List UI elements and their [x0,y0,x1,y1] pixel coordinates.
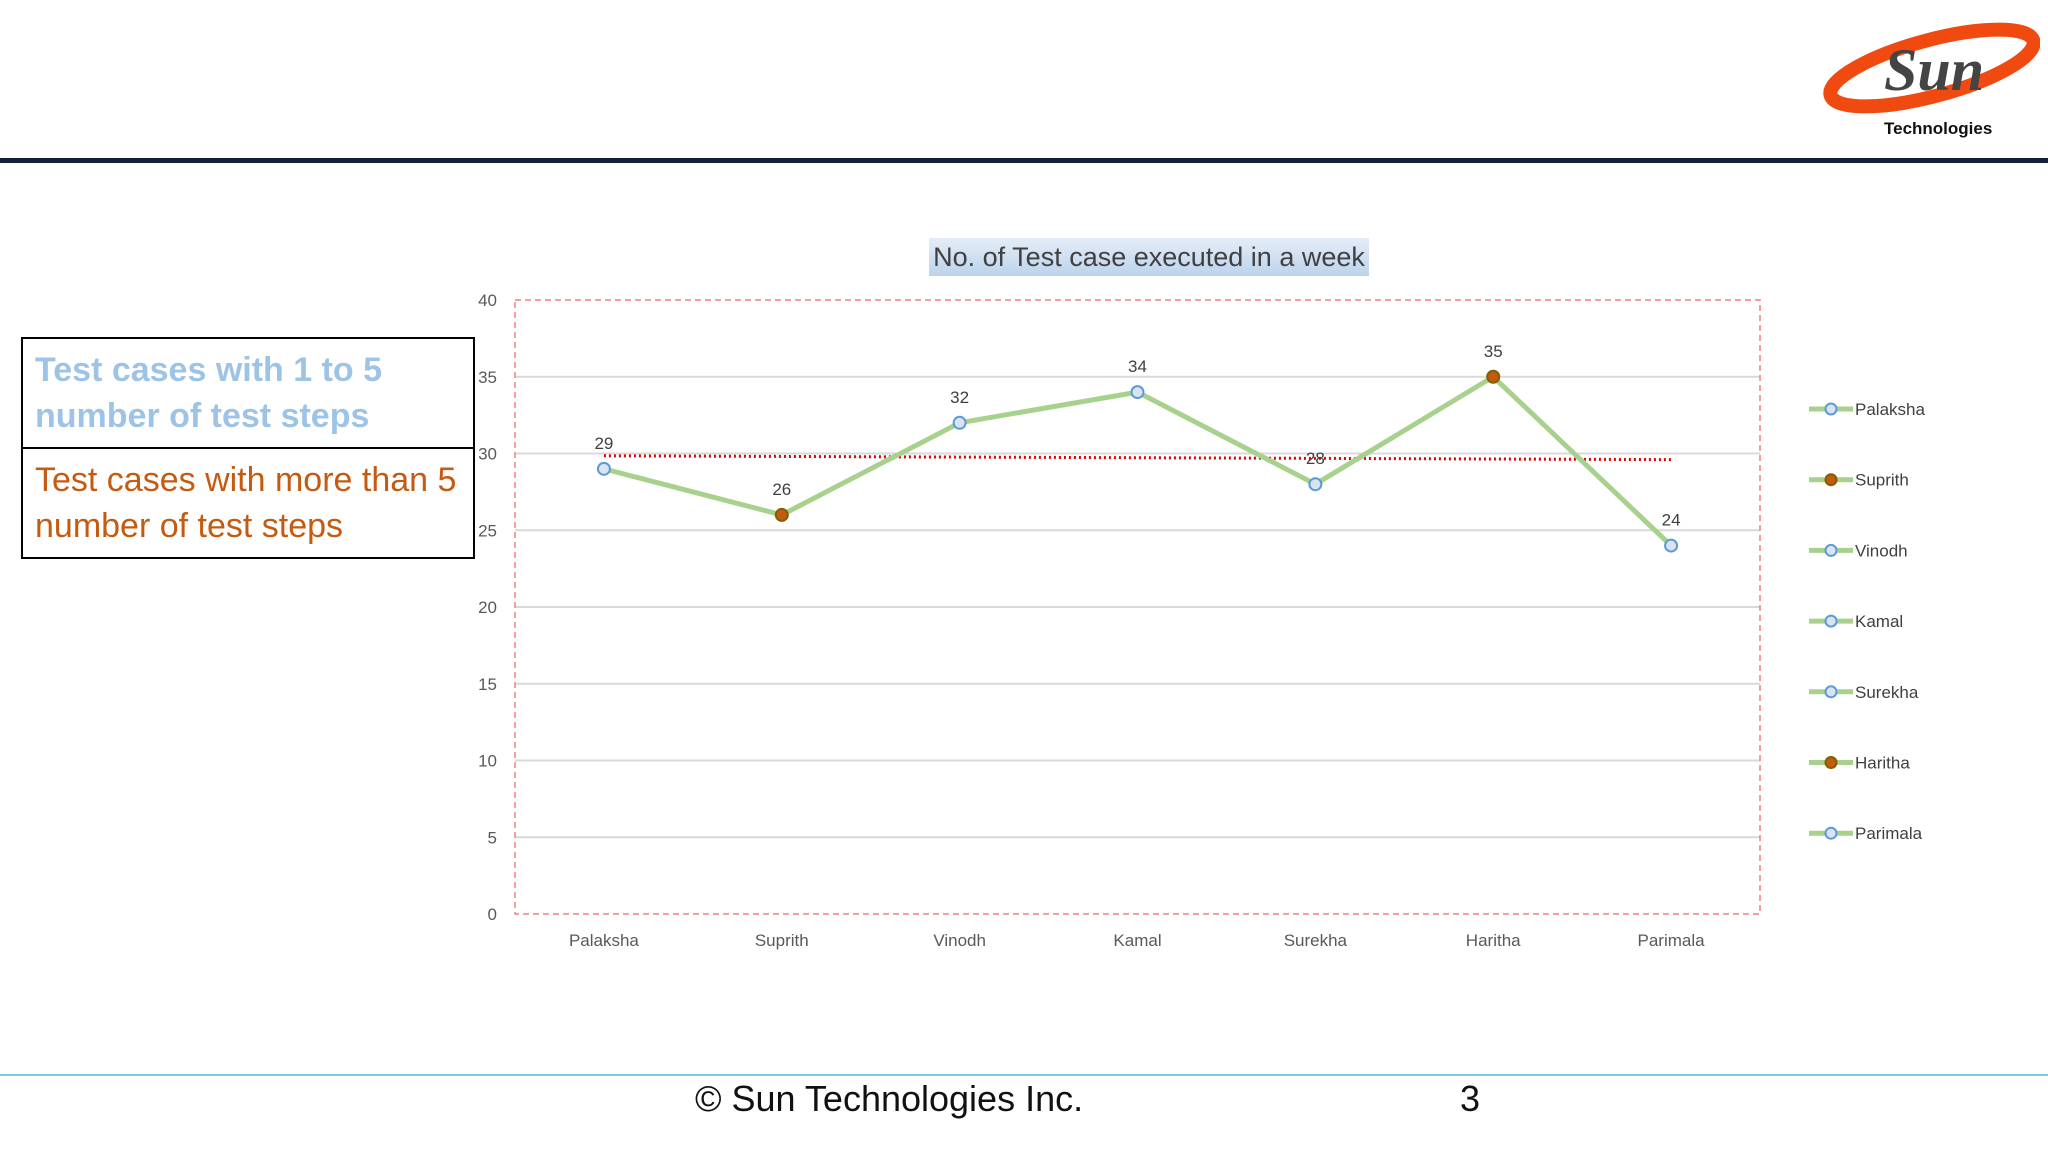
x-tick-label: Palaksha [569,931,639,950]
series-line [603,374,1673,548]
marker-legend-box: Test cases with 1 to 5 number of test st… [21,337,475,559]
plot-area-border [514,299,1761,915]
footer-divider [0,1074,2048,1076]
legend-marker [1824,826,1838,840]
data-label: 28 [1306,449,1325,468]
data-point [1130,385,1145,400]
legend-item-1-5-steps: Test cases with 1 to 5 number of test st… [23,339,473,449]
sun-technologies-logo: Sun Technologies [1823,22,2040,138]
logo-brand: Sun [1884,37,1984,103]
legend-marker [1824,402,1838,416]
logo-text: Technologies [1884,119,1992,138]
legend-entry: Haritha [1855,754,1910,773]
x-tick-label: Suprith [755,931,809,950]
legend-marker [1824,614,1838,628]
trendline [603,454,1672,462]
legend-marker [1824,543,1838,557]
legend-marker [1824,685,1838,699]
data-label: 35 [1484,342,1503,361]
data-point [952,415,967,430]
legend-entry: Suprith [1855,471,1909,490]
y-tick-label: 5 [488,828,497,847]
data-label: 32 [950,388,969,407]
x-tick-label: Vinodh [933,931,986,950]
y-tick-label: 35 [478,368,497,387]
footer-copyright: © Sun Technologies Inc. [695,1078,1084,1119]
data-label: 24 [1662,511,1681,530]
legend-item-more-steps: Test cases with more than 5 number of te… [35,461,457,545]
data-point [1308,477,1323,492]
data-point [1664,538,1679,553]
chart-title: No. of Test case executed in a week [929,238,1369,276]
data-point [774,507,789,522]
legend-entry: Vinodh [1855,541,1908,560]
data-label: 34 [1128,357,1147,376]
legend-entry: Surekha [1855,683,1919,702]
legend-entry: Palaksha [1855,400,1925,419]
y-tick-label: 25 [478,521,497,540]
legend-entry: Kamal [1855,612,1903,631]
x-tick-label: Kamal [1113,931,1161,950]
legend-entry: Parimala [1855,824,1923,843]
header-divider [0,158,2048,163]
x-tick-label: Surekha [1284,931,1348,950]
data-point [1486,369,1501,384]
x-tick-label: Haritha [1466,931,1521,950]
legend-marker [1824,473,1838,487]
data-point [596,461,611,476]
data-label: 29 [594,434,613,453]
y-tick-label: 0 [488,905,497,924]
x-tick-label: Parimala [1638,931,1706,950]
y-tick-label: 20 [478,598,497,617]
data-label: 26 [772,480,791,499]
y-tick-label: 40 [478,291,497,310]
y-tick-label: 30 [478,445,497,464]
y-tick-label: 10 [478,752,497,771]
legend-marker [1824,756,1838,769]
page-number: 3 [1460,1078,1481,1119]
y-tick-label: 15 [478,675,497,694]
